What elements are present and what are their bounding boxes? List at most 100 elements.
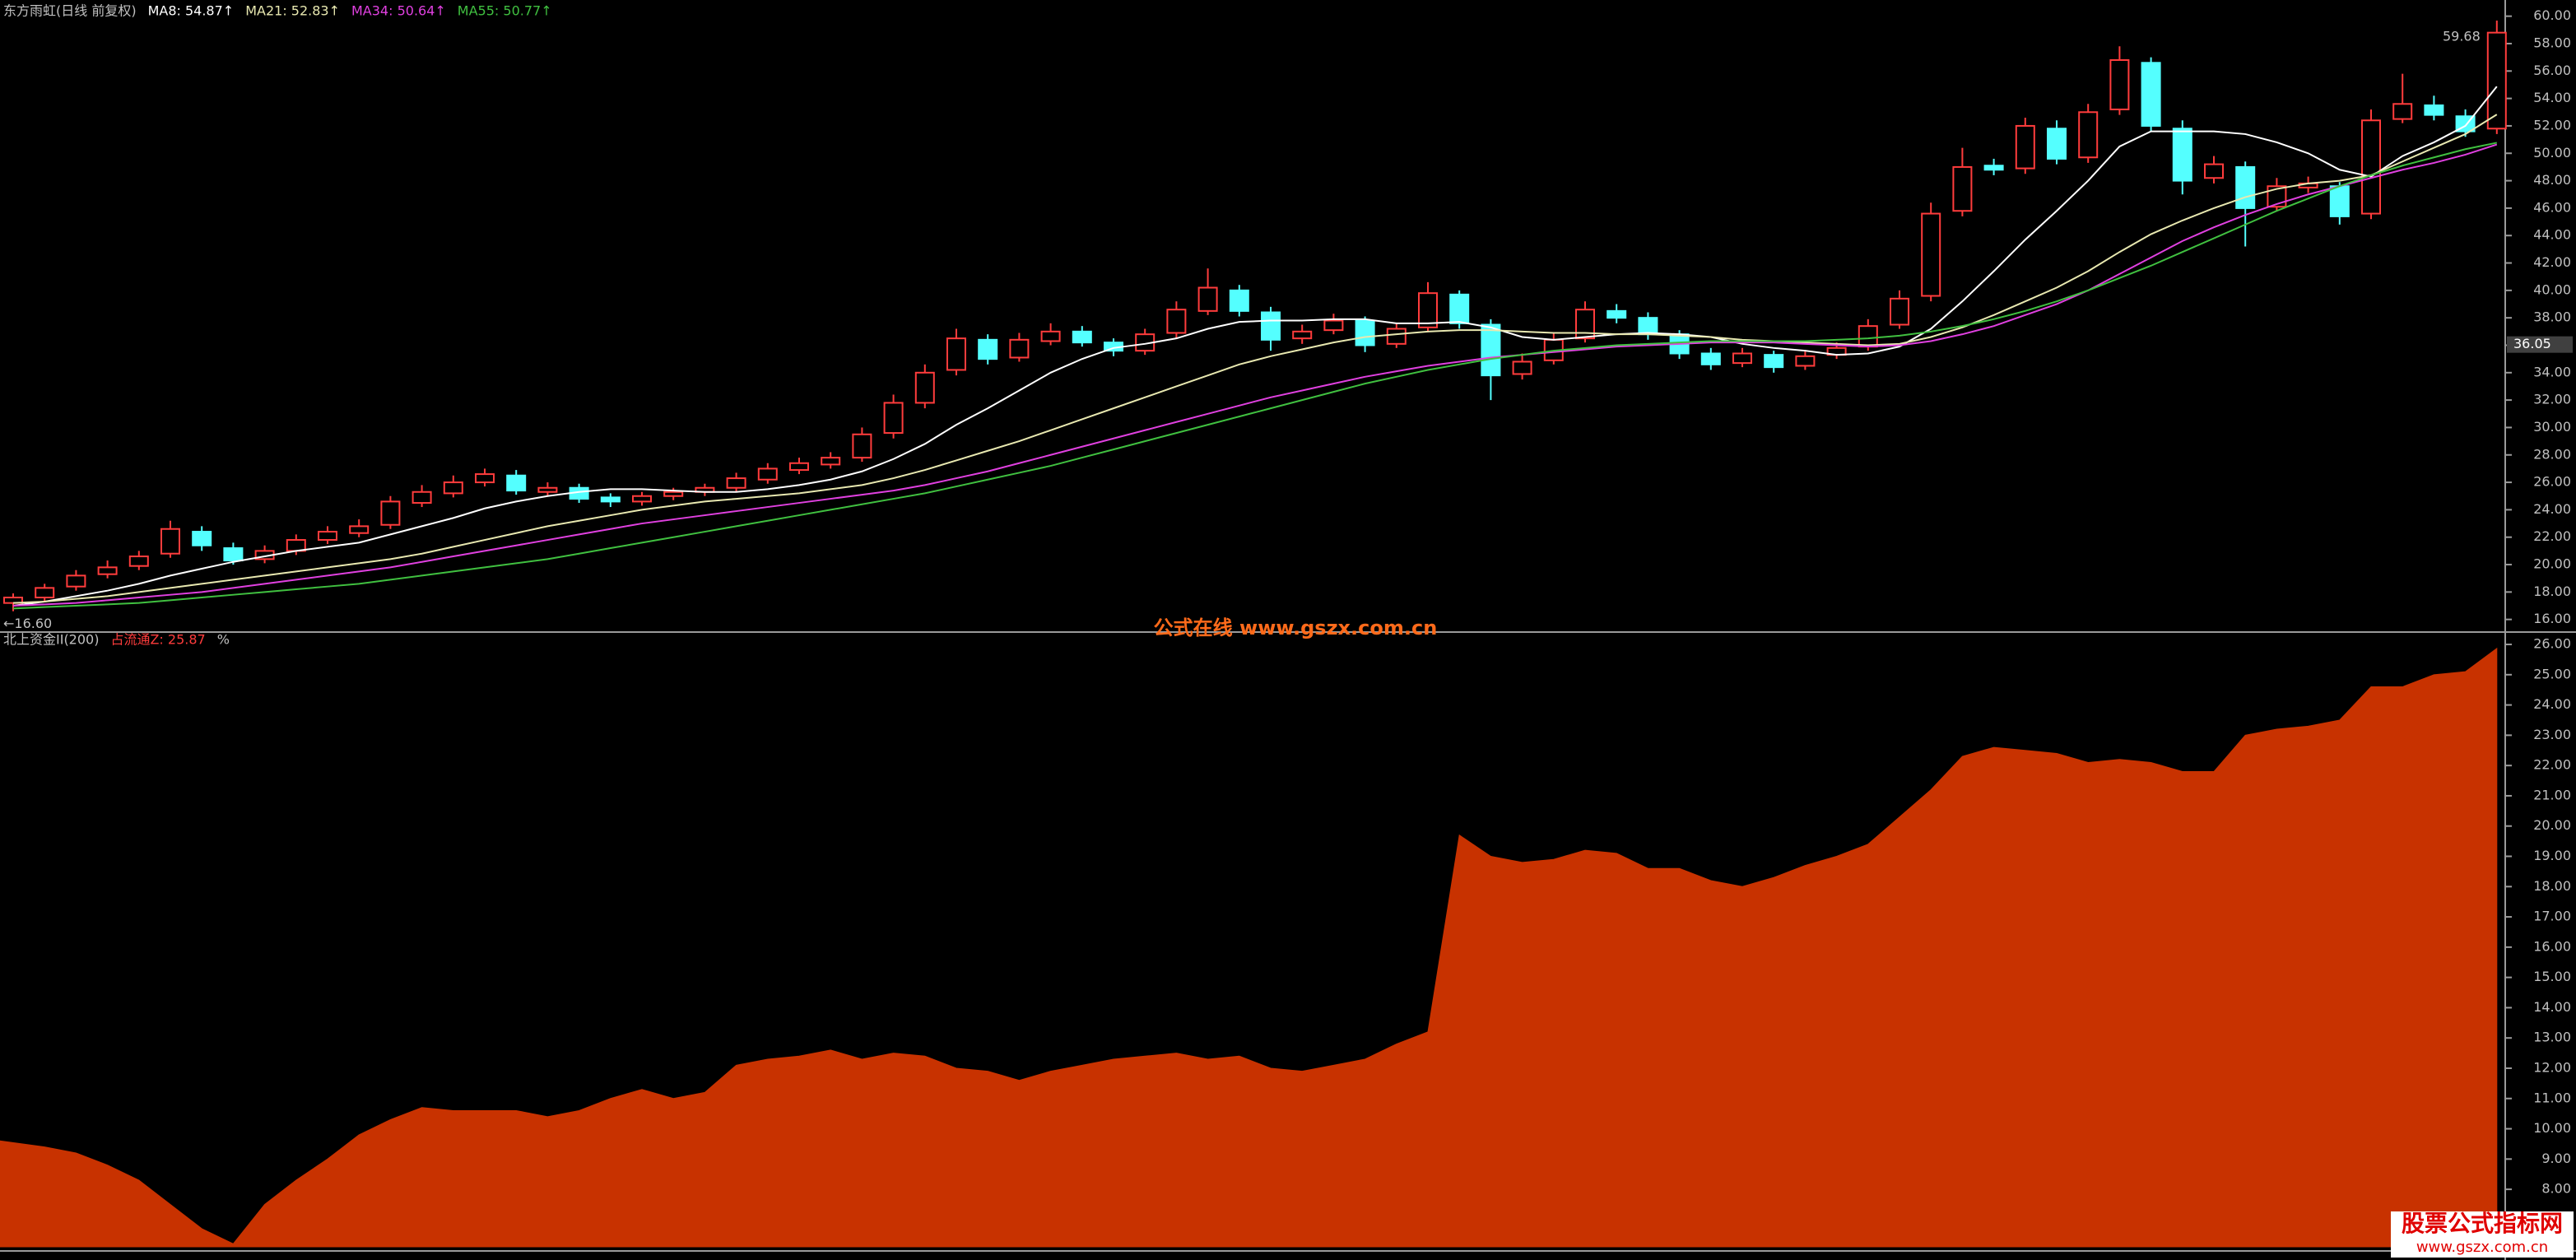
y-tick-label: 52.00 [2533, 117, 2571, 133]
candle-body [1921, 212, 1941, 297]
candle-body [35, 587, 55, 599]
y-tick-label: 16.00 [2533, 611, 2571, 626]
candle-body [128, 556, 149, 567]
y-tick-label: 30.00 [2533, 419, 2571, 435]
candle-body [757, 467, 778, 481]
candle-body [663, 491, 684, 497]
y-tick-label: 16.00 [2533, 938, 2571, 954]
y-tick-label: 21.00 [2533, 787, 2571, 802]
y-tick-label: 56.00 [2533, 63, 2571, 78]
y-tick-label: 58.00 [2533, 35, 2571, 50]
y-tick-label: 12.00 [2533, 1059, 2571, 1075]
area [0, 647, 2498, 1248]
candle-body [914, 371, 935, 404]
y-tick-label: 18.00 [2533, 878, 2571, 894]
candle-body [506, 474, 527, 492]
y-tick-label: 22.00 [2533, 757, 2571, 773]
y-tick-label: 46.00 [2533, 199, 2571, 215]
y-tick-label: 20.00 [2533, 556, 2571, 572]
candle-body [632, 495, 652, 503]
candle-body [1983, 165, 2004, 171]
candle-body [2486, 31, 2507, 130]
candle-body [1858, 325, 1878, 348]
y-tick-label: 44.00 [2533, 227, 2571, 243]
candle-body [1040, 330, 1061, 342]
candle-body [349, 525, 370, 534]
candle-body [2392, 103, 2413, 120]
candle-body [1512, 360, 1532, 375]
candle-body [852, 433, 872, 459]
header-text: 北上资金II(200) [3, 632, 99, 648]
y-tick-label: 54.00 [2533, 90, 2571, 105]
candle-body [1197, 286, 1218, 312]
candle-body [821, 457, 841, 466]
candle-body [443, 481, 463, 495]
candle-body [1700, 352, 1721, 365]
candle-body [726, 477, 746, 489]
candle-body [2172, 128, 2192, 182]
high-label: 59.68 [2443, 28, 2481, 44]
candle-body [2329, 185, 2350, 217]
y-tick-label: 13.00 [2533, 1030, 2571, 1045]
y-tick-label: 24.00 [2533, 696, 2571, 712]
y-tick-label: 60.00 [2533, 7, 2571, 23]
header-text: % [217, 632, 230, 648]
y-tick-label: 34.00 [2533, 364, 2571, 379]
candle-body [1386, 328, 1407, 345]
y-tick-label: 25.00 [2533, 666, 2571, 681]
candle-body [1261, 311, 1281, 341]
y-tick-label: 10.00 [2533, 1120, 2571, 1136]
y-tick-label: 38.00 [2533, 309, 2571, 325]
candle-body [2361, 119, 2381, 215]
logo-url: www.gszx.com.cn [2416, 1239, 2548, 1256]
y-tick-label: 23.00 [2533, 727, 2571, 742]
y-tick-label: 15.00 [2533, 969, 2571, 984]
candle-body [192, 531, 212, 546]
candle-body [475, 473, 495, 484]
candle-body [789, 462, 809, 472]
y-tick-label: 26.00 [2533, 636, 2571, 652]
candle-body [1575, 309, 1595, 340]
watermark: 公式在线 www.gszx.com.cn [1154, 616, 1438, 639]
header-text: MA21: 52.83↑ [245, 3, 340, 19]
price-marker-label: 36.05 [2513, 336, 2551, 351]
ma-line [12, 86, 2498, 607]
candle-body [1229, 289, 1249, 312]
candle-body [1292, 330, 1313, 340]
candle-body [883, 402, 904, 435]
y-tick-label: 24.00 [2533, 501, 2571, 517]
candle-body [1166, 309, 1187, 334]
candle-body [2424, 104, 2444, 116]
candle-body [1890, 297, 1909, 326]
y-tick-label: 26.00 [2533, 474, 2571, 490]
candle-body [600, 496, 621, 503]
candle-body [160, 528, 180, 555]
y-tick-label: 32.00 [2533, 392, 2571, 407]
y-tick-label: 11.00 [2533, 1090, 2571, 1105]
y-tick-label: 28.00 [2533, 446, 2571, 462]
candle-body [1355, 319, 1375, 346]
candle-body [66, 574, 86, 588]
y-tick-label: 20.00 [2533, 817, 2571, 833]
price-marker-box [2507, 336, 2573, 353]
candle-body [1009, 338, 1030, 359]
y-tick-label: 17.00 [2533, 909, 2571, 924]
candle-body [380, 500, 401, 526]
candle-body [1732, 352, 1752, 365]
candle-body [946, 337, 966, 371]
candle-body [2204, 163, 2224, 179]
candle-body [1481, 323, 1501, 377]
candle-body [97, 566, 118, 575]
candle-body [1323, 319, 1344, 332]
ma-line [12, 114, 2498, 604]
candle-body [1607, 309, 1627, 319]
candle-body [978, 338, 998, 360]
candle-body [1638, 317, 1658, 336]
candle-body [537, 486, 558, 493]
candle-body [2015, 124, 2035, 170]
candle-body [2078, 111, 2099, 159]
candle-body [2235, 165, 2256, 209]
candle-body [2267, 185, 2287, 208]
